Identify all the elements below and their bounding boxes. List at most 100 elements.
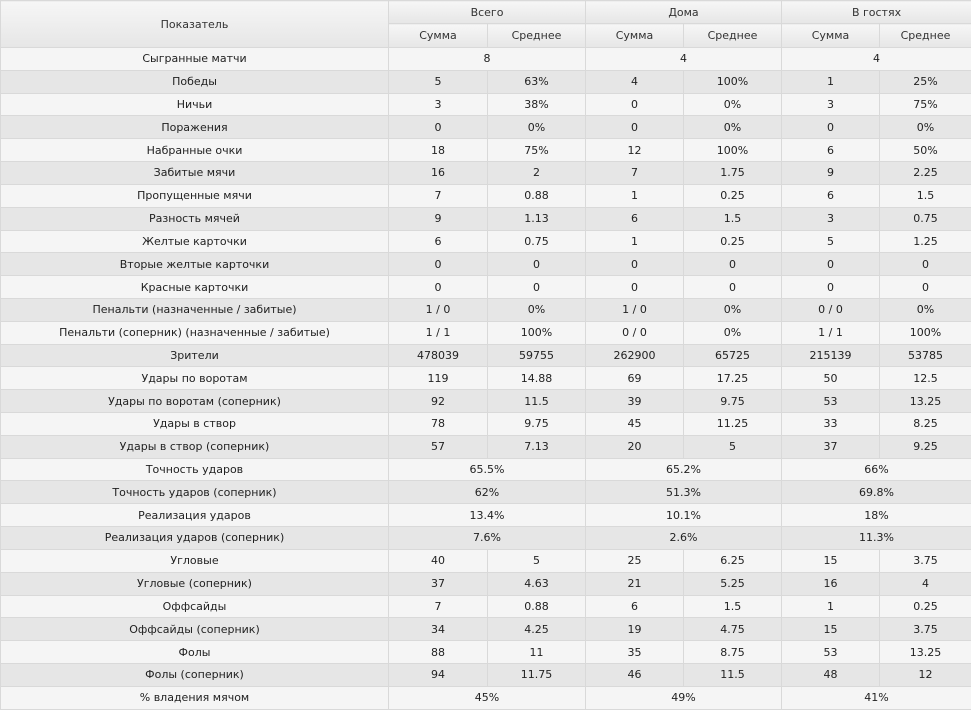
group-header-total[interactable]: Всего	[389, 1, 586, 24]
average-cell: 12	[880, 663, 971, 686]
sum-cell: 0	[586, 253, 684, 276]
sum-cell: 21	[586, 572, 684, 595]
row-label: Красные карточки	[1, 276, 389, 299]
home-sum-header[interactable]: Сумма	[586, 24, 684, 48]
average-cell: 63%	[488, 70, 586, 93]
sum-cell: 7	[389, 184, 488, 207]
table-row: Реализация ударов (соперник)7.6%2.6%11.3…	[1, 527, 971, 550]
average-cell: 7.13	[488, 435, 586, 458]
sum-cell: 6	[389, 230, 488, 253]
sum-cell: 3	[782, 207, 880, 230]
sum-cell: 6	[586, 595, 684, 618]
average-cell: 4.25	[488, 618, 586, 641]
average-cell: 0%	[488, 298, 586, 321]
average-cell: 5.25	[684, 572, 782, 595]
sum-cell: 1 / 1	[782, 321, 880, 344]
sum-cell: 15	[782, 549, 880, 572]
average-cell: 100%	[684, 70, 782, 93]
average-cell: 0	[684, 253, 782, 276]
average-cell: 65725	[684, 344, 782, 367]
sum-cell: 19	[586, 618, 684, 641]
merged-value-cell: 18%	[782, 504, 971, 527]
sum-cell: 78	[389, 413, 488, 436]
average-cell: 53785	[880, 344, 971, 367]
home-average-header[interactable]: Среднее	[684, 24, 782, 48]
average-cell: 11.5	[488, 390, 586, 413]
sum-cell: 20	[586, 435, 684, 458]
average-cell: 13.25	[880, 641, 971, 664]
average-cell: 75%	[488, 139, 586, 162]
average-cell: 0.75	[488, 230, 586, 253]
row-label: Удары по воротам (соперник)	[1, 390, 389, 413]
merged-value-cell: 65.5%	[389, 458, 586, 481]
sum-cell: 0	[389, 276, 488, 299]
row-label: Забитые мячи	[1, 162, 389, 185]
row-label: Угловые	[1, 549, 389, 572]
merged-value-cell: 4	[586, 48, 782, 71]
table-header: Показатель Всего Дома В гостях Сумма Сре…	[1, 1, 971, 48]
row-label: Ничьи	[1, 93, 389, 116]
average-cell: 2.25	[880, 162, 971, 185]
average-cell: 5	[488, 549, 586, 572]
group-header-away[interactable]: В гостях	[782, 1, 971, 24]
away-average-header[interactable]: Среднее	[880, 24, 971, 48]
average-cell: 11.5	[684, 663, 782, 686]
total-average-header[interactable]: Среднее	[488, 24, 586, 48]
average-cell: 0%	[684, 321, 782, 344]
row-label: Зрители	[1, 344, 389, 367]
merged-value-cell: 66%	[782, 458, 971, 481]
average-cell: 0%	[880, 298, 971, 321]
average-cell: 0	[880, 276, 971, 299]
average-cell: 0%	[488, 116, 586, 139]
row-label: Удары в створ	[1, 413, 389, 436]
away-sum-header[interactable]: Сумма	[782, 24, 880, 48]
group-header-home[interactable]: Дома	[586, 1, 782, 24]
average-cell: 25%	[880, 70, 971, 93]
sum-cell: 69	[586, 367, 684, 390]
average-cell: 0.75	[880, 207, 971, 230]
average-cell: 4	[880, 572, 971, 595]
merged-value-cell: 13.4%	[389, 504, 586, 527]
average-cell: 0	[488, 276, 586, 299]
table-row: Точность ударов (соперник)62%51.3%69.8%	[1, 481, 971, 504]
sum-cell: 1 / 0	[389, 298, 488, 321]
sum-cell: 9	[389, 207, 488, 230]
row-label: Оффсайды (соперник)	[1, 618, 389, 641]
sum-cell: 48	[782, 663, 880, 686]
sum-cell: 1 / 0	[586, 298, 684, 321]
sum-cell: 5	[782, 230, 880, 253]
sum-cell: 35	[586, 641, 684, 664]
sum-cell: 88	[389, 641, 488, 664]
sum-cell: 1	[586, 230, 684, 253]
row-label: Поражения	[1, 116, 389, 139]
average-cell: 11.75	[488, 663, 586, 686]
sum-cell: 0	[586, 276, 684, 299]
sum-cell: 33	[782, 413, 880, 436]
average-cell: 5	[684, 435, 782, 458]
indicator-header[interactable]: Показатель	[1, 1, 389, 48]
sum-cell: 1 / 1	[389, 321, 488, 344]
merged-value-cell: 69.8%	[782, 481, 971, 504]
merged-value-cell: 10.1%	[586, 504, 782, 527]
average-cell: 3.75	[880, 618, 971, 641]
sum-cell: 1	[782, 70, 880, 93]
sum-cell: 37	[782, 435, 880, 458]
sum-cell: 25	[586, 549, 684, 572]
average-cell: 14.88	[488, 367, 586, 390]
row-label: Пенальти (соперник) (назначенные / забит…	[1, 321, 389, 344]
average-cell: 8.75	[684, 641, 782, 664]
average-cell: 1.75	[684, 162, 782, 185]
total-sum-header[interactable]: Сумма	[389, 24, 488, 48]
average-cell: 6.25	[684, 549, 782, 572]
average-cell: 17.25	[684, 367, 782, 390]
